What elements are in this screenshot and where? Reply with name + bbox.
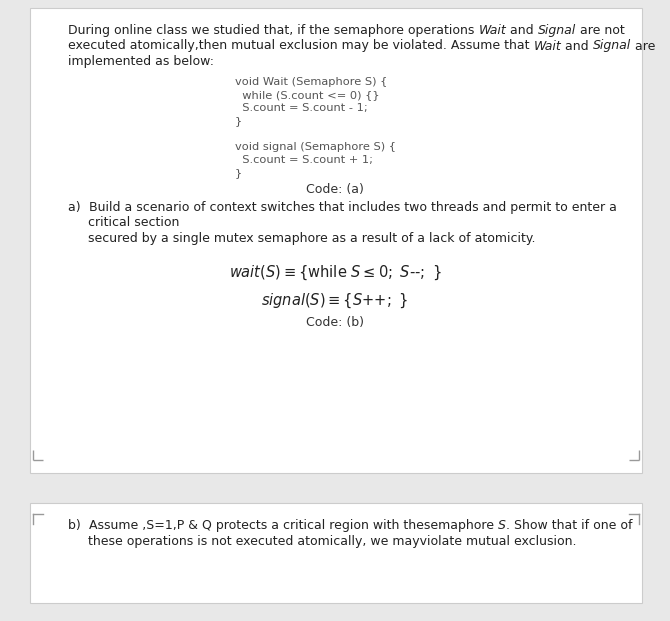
FancyBboxPatch shape — [30, 503, 642, 603]
Text: void signal (Semaphore S) {: void signal (Semaphore S) { — [235, 142, 396, 152]
Text: }: } — [235, 116, 243, 126]
Text: $signal(S) \equiv \{S\text{++};\ \}$: $signal(S) \equiv \{S\text{++};\ \}$ — [261, 292, 409, 310]
Text: Code: (b): Code: (b) — [306, 316, 364, 329]
FancyBboxPatch shape — [30, 8, 642, 473]
Text: these operations is not executed atomically, we mayviolate mutual exclusion.: these operations is not executed atomica… — [88, 535, 576, 548]
Text: Code: (a): Code: (a) — [306, 183, 364, 196]
Text: b): b) — [68, 519, 88, 532]
Text: while (S.count <= 0) {}: while (S.count <= 0) {} — [235, 90, 380, 100]
Text: $wait(S) \equiv \{\mathrm{while}\ S \leq 0;\ S\text{--};\ \}$: $wait(S) \equiv \{\mathrm{while}\ S \leq… — [228, 264, 442, 283]
Text: critical section: critical section — [88, 217, 180, 230]
Text: S: S — [498, 519, 506, 532]
Text: }: } — [235, 168, 243, 178]
Text: executed atomically,then mutual exclusion may be violated. Assume that: executed atomically,then mutual exclusio… — [68, 40, 533, 53]
Text: are: are — [631, 40, 655, 53]
Text: and: and — [506, 24, 538, 37]
Text: Signal: Signal — [538, 24, 576, 37]
Text: S.count = S.count + 1;: S.count = S.count + 1; — [235, 155, 373, 165]
Text: S.count = S.count - 1;: S.count = S.count - 1; — [235, 103, 368, 113]
Text: implemented as below:: implemented as below: — [68, 55, 214, 68]
Text: Build a scenario of context switches that includes two threads and permit to ent: Build a scenario of context switches tha… — [88, 201, 616, 214]
Text: Signal: Signal — [593, 40, 631, 53]
Text: secured by a single mutex semaphore as a result of a lack of atomicity.: secured by a single mutex semaphore as a… — [88, 232, 535, 245]
Text: During online class we studied that, if the semaphore operations: During online class we studied that, if … — [68, 24, 478, 37]
Text: a): a) — [68, 201, 88, 214]
Text: Assume ,S=1,P & Q protects a critical region with thesemaphore: Assume ,S=1,P & Q protects a critical re… — [88, 519, 498, 532]
Text: and: and — [561, 40, 593, 53]
Text: are not: are not — [576, 24, 624, 37]
Text: Wait: Wait — [533, 40, 561, 53]
Text: void Wait (Semaphore S) {: void Wait (Semaphore S) { — [235, 77, 387, 87]
Text: Wait: Wait — [478, 24, 506, 37]
Text: . Show that if one of: . Show that if one of — [506, 519, 632, 532]
